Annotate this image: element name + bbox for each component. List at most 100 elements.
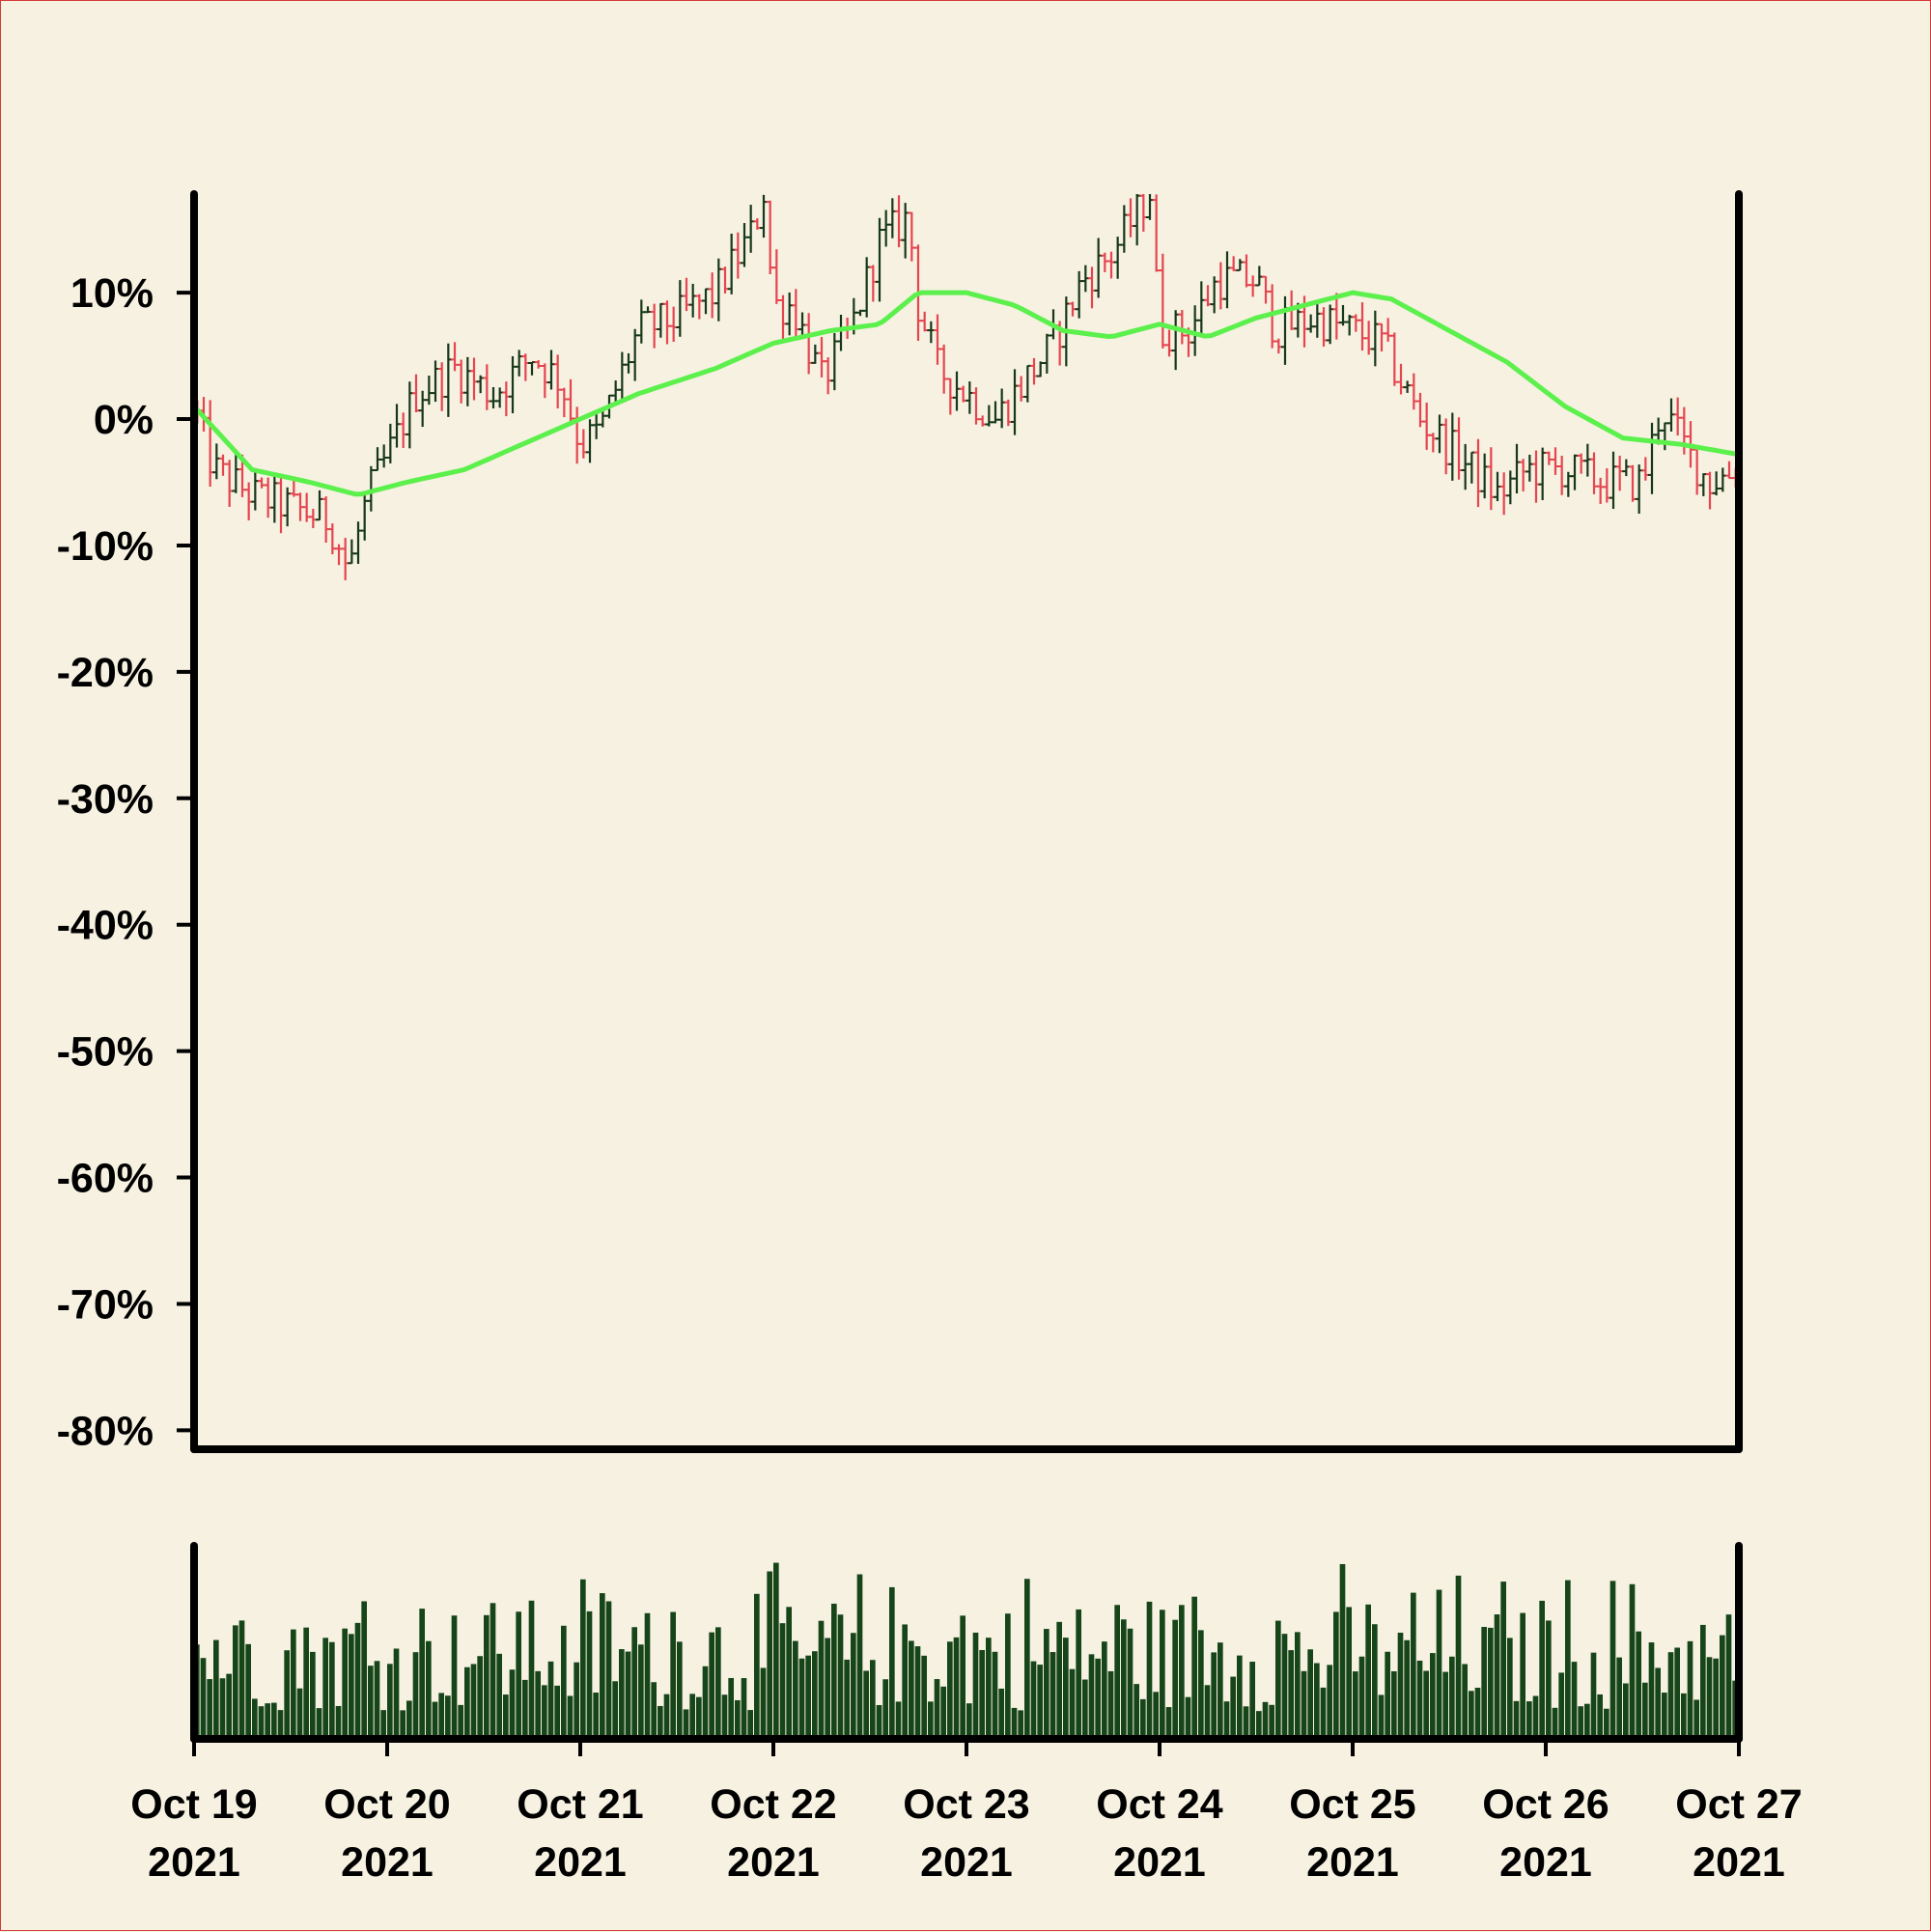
- ohlc-bar: [1152, 194, 1161, 272]
- ohlc-bar: [1596, 477, 1605, 504]
- volume-bar: [1146, 1601, 1153, 1739]
- volume-bar: [1488, 1627, 1494, 1739]
- ohlc-bar: [1088, 266, 1096, 309]
- volume-bar: [638, 1644, 644, 1739]
- volume-bar: [1674, 1647, 1680, 1739]
- volume-bar: [805, 1655, 811, 1739]
- volume-bar: [252, 1698, 258, 1739]
- volume-bar: [870, 1660, 876, 1739]
- ohlc-bar: [1030, 357, 1038, 385]
- ohlc-bar: [412, 374, 420, 413]
- y-tick-label: 10%: [70, 270, 154, 317]
- ohlc-bar: [1255, 266, 1264, 287]
- ohlc-bar: [335, 544, 343, 566]
- volume-bar: [1687, 1640, 1693, 1739]
- volume-bar: [1623, 1683, 1629, 1739]
- volume-bar: [296, 1688, 303, 1739]
- ohlc-bar: [399, 412, 407, 449]
- ohlc-bar: [509, 355, 517, 414]
- volume-bar: [213, 1639, 219, 1739]
- volume-bar: [902, 1624, 908, 1739]
- volume-bar: [837, 1614, 844, 1739]
- ohlc-bar: [521, 353, 530, 381]
- volume-bar: [1713, 1658, 1719, 1739]
- volume-bar: [992, 1651, 998, 1739]
- volume-bar: [509, 1669, 516, 1739]
- x-tick-label-year: 2021: [341, 1839, 434, 1886]
- volume-bar: [825, 1638, 830, 1739]
- volume-bar: [1204, 1685, 1211, 1739]
- volume-bar: [1333, 1611, 1339, 1739]
- ohlc-bar: [457, 359, 465, 404]
- ohlc-bar: [470, 357, 478, 401]
- volume-bar: [1584, 1703, 1590, 1739]
- ohlc-bar: [212, 443, 221, 480]
- volume-bar: [1037, 1665, 1043, 1739]
- volume-bar: [1662, 1693, 1667, 1739]
- ohlc-bar: [727, 233, 736, 294]
- ohlc-bar: [997, 388, 1006, 429]
- volume-bar: [1301, 1670, 1307, 1739]
- volume-bar: [631, 1627, 637, 1739]
- ohlc-bar: [637, 299, 646, 344]
- volume-bar: [1442, 1671, 1448, 1739]
- volume-bar: [316, 1708, 322, 1739]
- volume-bar: [1636, 1631, 1641, 1739]
- ohlc-bar: [379, 444, 388, 468]
- volume-bar: [1160, 1610, 1165, 1739]
- ohlc-bar: [888, 198, 897, 238]
- volume-bar: [1404, 1639, 1410, 1739]
- ohlc-bar: [772, 249, 781, 304]
- ohlc-bar: [277, 474, 285, 534]
- volume-bar: [986, 1638, 992, 1739]
- volume-bar: [702, 1666, 709, 1739]
- ohlc-bar: [1499, 472, 1508, 516]
- ohlc-bar: [966, 381, 974, 414]
- ohlc-bar: [946, 378, 955, 415]
- ohlc-bar: [1107, 251, 1115, 279]
- volume-bar: [856, 1574, 863, 1739]
- ohlc-bar: [1487, 447, 1496, 511]
- ohlc-bar: [1236, 259, 1245, 271]
- ohlc-bar: [437, 362, 446, 411]
- volume-bar: [1314, 1663, 1320, 1739]
- ohlc-bar: [611, 380, 620, 404]
- volume-bar: [793, 1640, 798, 1739]
- ohlc-bar: [1545, 451, 1553, 465]
- x-tick-label-date: Oct 22: [710, 1781, 836, 1828]
- volume-bar: [580, 1579, 586, 1739]
- ohlc-bar: [264, 477, 272, 518]
- ohlc-bar: [862, 257, 871, 318]
- volume-bar: [1365, 1604, 1371, 1739]
- ohlc-bar: [1043, 333, 1051, 374]
- ohlc-bar: [1229, 256, 1238, 271]
- volume-bar: [1667, 1652, 1674, 1739]
- ohlc-bar: [386, 423, 395, 463]
- volume-bar: [966, 1703, 972, 1739]
- ohlc-bar: [1461, 443, 1469, 490]
- ohlc-bar: [1532, 450, 1540, 503]
- x-tick-label-year: 2021: [148, 1839, 240, 1886]
- volume-bar: [322, 1638, 328, 1739]
- volume-bar: [265, 1703, 270, 1739]
- ohlc-bar: [1538, 447, 1547, 500]
- volume-bar: [979, 1649, 985, 1739]
- volume-bar: [1243, 1706, 1249, 1739]
- volume-bar: [284, 1650, 290, 1739]
- ohlc-bar: [676, 280, 685, 337]
- volume-bar: [1700, 1624, 1706, 1739]
- volume-bar: [1044, 1629, 1049, 1739]
- volume-bar: [1217, 1642, 1223, 1739]
- x-tick-label-year: 2021: [920, 1839, 1013, 1886]
- ohlc-bar: [444, 343, 453, 417]
- ohlc-bar: [1661, 422, 1669, 451]
- ohlc-bar: [541, 363, 549, 399]
- volume-bar: [1604, 1708, 1609, 1739]
- volume-bar: [1005, 1613, 1011, 1739]
- volume-bar: [547, 1661, 554, 1739]
- volume-bar: [1720, 1635, 1725, 1739]
- volume-bar: [644, 1612, 651, 1739]
- volume-bar: [605, 1601, 612, 1739]
- volume-bar: [651, 1682, 657, 1739]
- volume-bar: [535, 1670, 541, 1739]
